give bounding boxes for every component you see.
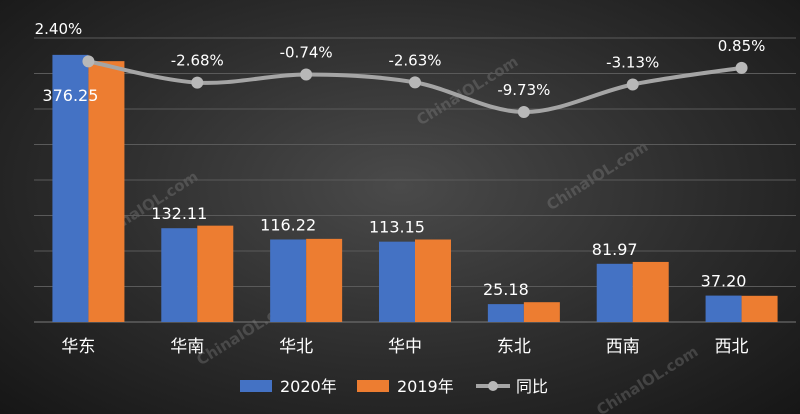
category-axis: 华东 华南 华北 华中 东北 西南 西北 (61, 337, 748, 357)
bar-value-label-5: 81.97 (592, 240, 638, 259)
legend-swatch-2020 (240, 380, 272, 392)
legend-label-yoy: 同比 (516, 377, 548, 396)
bar-2019-4 (523, 302, 560, 322)
category-label-0: 华东 (61, 337, 95, 357)
bar-value-label-2: 116.22 (260, 215, 316, 234)
bar-2020-1 (161, 228, 198, 322)
bar-2020-2 (270, 239, 307, 322)
category-label-1: 华南 (170, 337, 204, 357)
yoy-point-3 (409, 76, 421, 89)
yoy-value-label-0: 2.40% (35, 20, 83, 38)
yoy-value-label-2: -0.74% (280, 44, 333, 62)
bar-value-label-4: 25.18 (483, 280, 529, 299)
bar-2019-2 (306, 238, 343, 322)
bar-2019-3 (415, 239, 451, 322)
category-label-3: 华中 (388, 337, 422, 357)
yoy-value-label-4: -9.73% (497, 81, 550, 99)
yoy-point-1 (191, 76, 204, 89)
bar-2020-5 (596, 263, 633, 322)
watermark-text: ChinaIOL.com (543, 137, 651, 214)
yoy-point-6 (735, 61, 748, 74)
bar-2019-5 (632, 261, 669, 322)
yoy-value-label-5: -3.13% (606, 53, 659, 71)
yoy-point-5 (626, 78, 639, 91)
yoy-value-label-3: -2.63% (388, 51, 441, 69)
legend-swatch-yoy-dot (488, 381, 498, 391)
data-labels: 376.25 2.40% 132.11 -2.68% 116.22 -0.74% 113.1… (35, 20, 766, 299)
bar-value-label-0: 376.25 (42, 86, 98, 105)
bar-2020-4 (487, 304, 524, 322)
yoy-point-2 (300, 68, 313, 81)
bar-2020-0 (52, 54, 89, 323)
bar-2019-0 (88, 61, 125, 323)
bar-2020-6 (705, 295, 742, 322)
category-label-6: 西北 (715, 337, 749, 357)
yoy-point-4 (517, 106, 530, 119)
legend-label-2020: 2020年 (280, 377, 337, 396)
bar-value-label-6: 37.20 (701, 272, 747, 291)
legend-swatch-2019 (357, 380, 389, 392)
bar-2020-3 (379, 241, 415, 322)
category-label-5: 西南 (606, 337, 640, 357)
category-label-4: 东北 (497, 337, 531, 357)
bar-2019-6 (741, 295, 778, 322)
legend-label-2019: 2019年 (397, 377, 454, 396)
bar-2019-1 (197, 225, 234, 322)
yoy-line (82, 55, 748, 119)
bar-value-label-1: 132.11 (151, 204, 207, 223)
bars (52, 54, 778, 323)
category-label-2: 华北 (279, 337, 313, 357)
legend: 2020年 2019年 同比 (240, 377, 548, 396)
yoy-value-label-1: -2.68% (171, 52, 224, 70)
yoy-value-label-6: 0.85% (718, 37, 766, 55)
yoy-point-0 (82, 55, 95, 68)
bar-value-label-3: 113.15 (369, 218, 425, 237)
